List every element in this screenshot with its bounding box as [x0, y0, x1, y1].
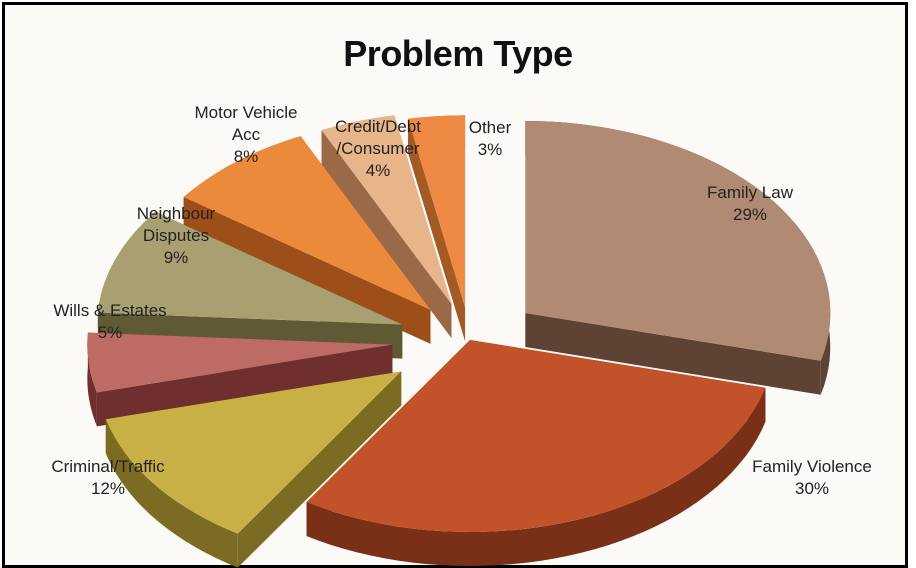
slice-edge-a-7 — [407, 118, 466, 342]
slice-label-4: Neighbour Disputes 9% — [137, 204, 216, 267]
slice-edge-a-2 — [237, 371, 402, 568]
slice-top-2 — [105, 371, 402, 534]
chart-title: Problem Type — [343, 33, 573, 74]
slice-edge-a-6 — [321, 130, 452, 339]
slice-label-3: Wills & Estates 5% — [53, 301, 166, 342]
slice-top-6 — [321, 115, 452, 305]
pie-slice-5 — [183, 136, 431, 344]
slice-label-1: Family Violence 30% — [752, 457, 872, 498]
slice-top-5 — [183, 136, 431, 310]
slice-top-0 — [525, 120, 831, 361]
slice-top-4 — [97, 211, 403, 325]
slice-label-7: Other 3% — [469, 118, 512, 159]
pie-slice-2 — [105, 371, 402, 568]
slice-top-7 — [407, 115, 466, 308]
slice-label-2: Criminal/Traffic 12% — [51, 457, 165, 498]
slice-side-2 — [105, 419, 238, 568]
slice-side-3 — [87, 332, 97, 427]
pie-slice-0 — [525, 120, 831, 395]
pie-slice-3 — [87, 332, 393, 427]
slice-label-5: Motor Vehicle Acc 8% — [195, 103, 298, 166]
pie-slice-6 — [321, 115, 452, 339]
pie-slice-7 — [407, 115, 466, 342]
slice-edge-a-5 — [183, 197, 431, 344]
slice-side-1 — [306, 387, 766, 566]
slice-top-1 — [306, 340, 766, 532]
pie-slice-1 — [306, 340, 766, 566]
slice-label-0: Family Law 29% — [707, 183, 794, 224]
slice-label-6: Credit/Debt/Consumer 4% — [335, 117, 421, 180]
slice-edge-b-0 — [525, 312, 821, 395]
slice-top-3 — [87, 332, 393, 393]
